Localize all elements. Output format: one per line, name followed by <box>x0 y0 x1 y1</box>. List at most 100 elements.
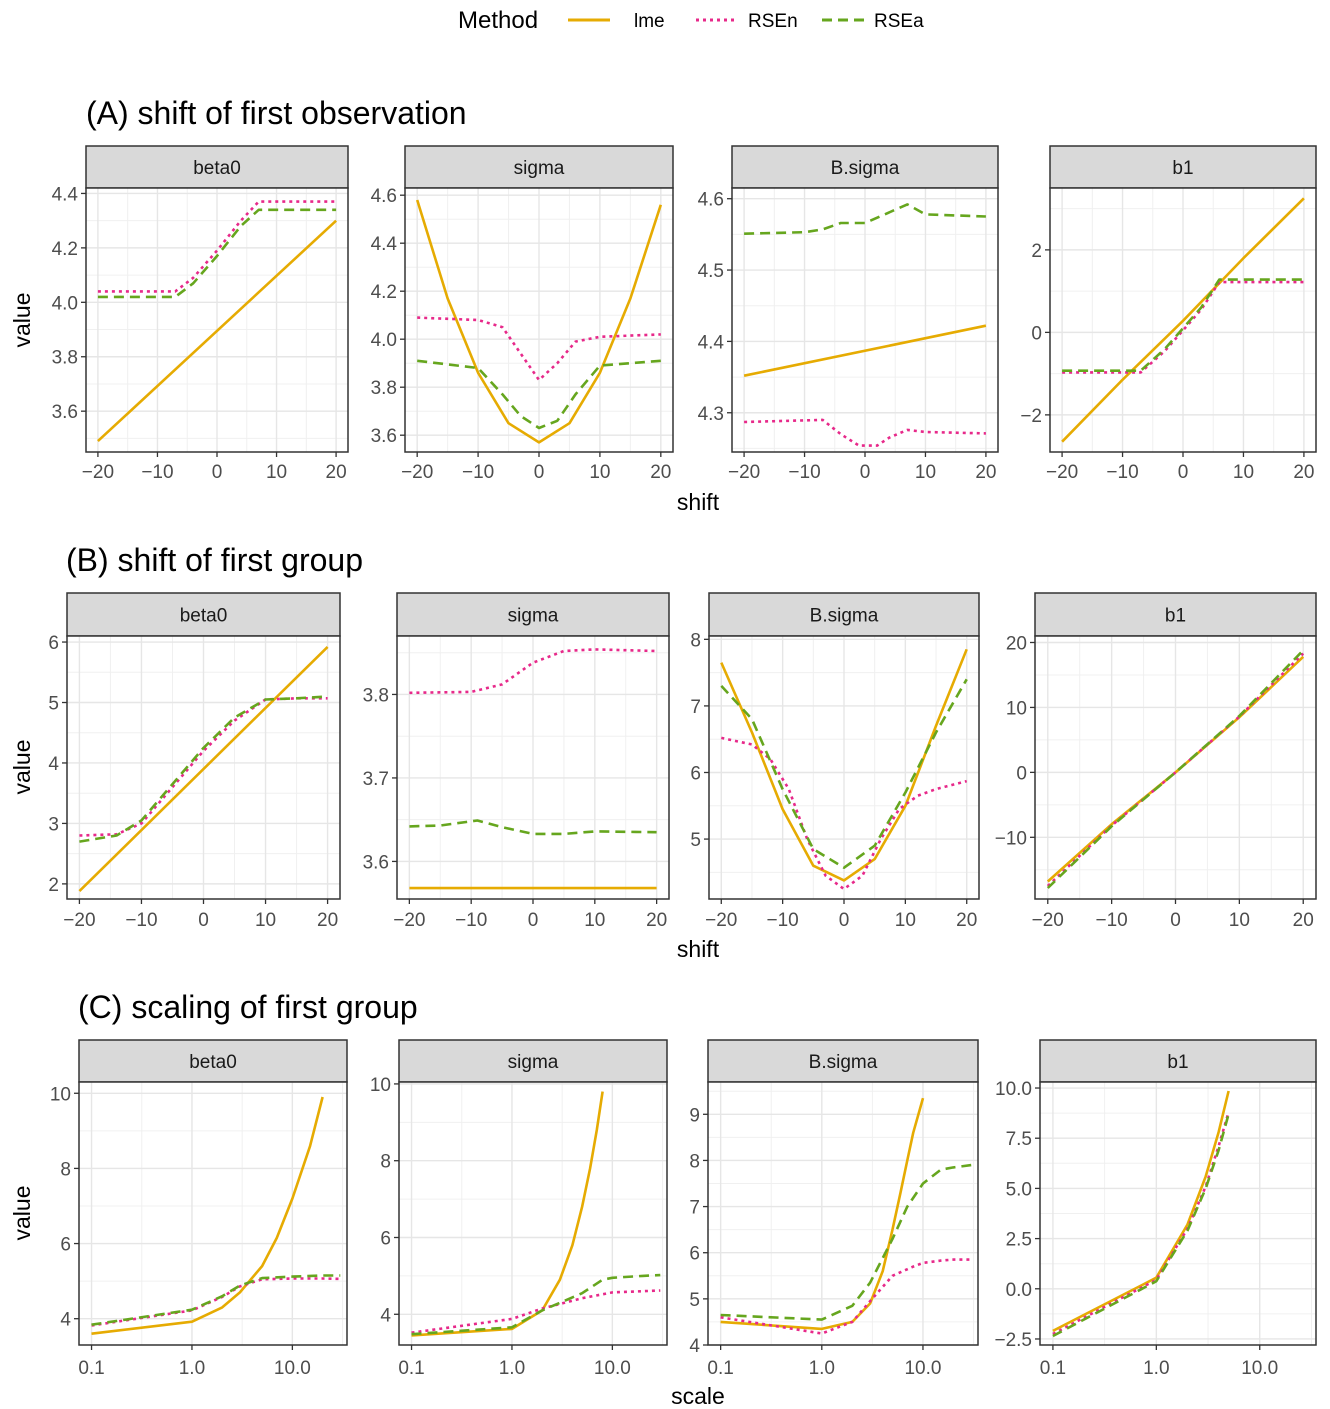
series-rsea <box>720 678 968 870</box>
y-tick-label: 3.6 <box>52 402 78 423</box>
series-rsen <box>720 1258 972 1335</box>
x-tick-label: 20 <box>650 462 671 483</box>
chart-rows: (A) shift of first observation value shift… <box>9 95 1317 1409</box>
y-tick-label: 4.2 <box>52 239 78 260</box>
series-lme <box>78 645 329 893</box>
panel-background <box>708 1082 978 1345</box>
gridlines <box>732 188 998 452</box>
y-tick-label: 10 <box>370 1075 391 1096</box>
y-axis: 3.6 3.8 4.0 4.2 4.4 4.6 <box>371 186 405 447</box>
x-tick-label: −10 <box>141 462 173 483</box>
strip-label: B.sigma <box>809 1052 878 1073</box>
y-tick-label: 3.8 <box>363 685 389 706</box>
y-axis: 4 5 6 7 8 9 <box>689 1105 708 1357</box>
x-tick-label: 0 <box>534 462 545 483</box>
x-axis-title: scale <box>671 1383 725 1409</box>
x-tick-label: 10 <box>589 462 610 483</box>
gridlines <box>79 1082 347 1345</box>
x-tick-label: −10 <box>125 910 157 931</box>
y-tick-label: 2.5 <box>1006 1230 1032 1251</box>
y-axis: 2 3 4 5 6 <box>48 633 67 896</box>
x-axis: −20 −10 0 10 20 <box>401 452 671 483</box>
series-rsea <box>97 208 337 299</box>
series-lme <box>91 1096 324 1335</box>
y-axis-title: value <box>9 740 35 795</box>
x-tick-label: −20 <box>393 910 425 931</box>
panel-border <box>1039 1081 1317 1346</box>
panel-b1: b1 −2.5 0.0 2.5 5.0 7.5 10.0 0.1 1.0 10.0 <box>994 1039 1317 1379</box>
y-tick-label: 4.6 <box>371 186 397 207</box>
panel-background <box>79 1082 347 1345</box>
series-lines <box>1061 197 1305 443</box>
x-axis: −20 −10 0 10 20 <box>705 899 977 931</box>
x-tick-label: −10 <box>462 462 494 483</box>
x-tick-label: −20 <box>1046 462 1078 483</box>
y-tick-label: −2.5 <box>994 1330 1032 1351</box>
x-tick-label: 0 <box>839 910 850 931</box>
y-tick-label: 0 <box>1031 323 1042 344</box>
panel-border <box>707 1081 979 1346</box>
y-tick-label: 4.2 <box>371 282 397 303</box>
gridlines <box>1040 1082 1316 1345</box>
x-tick-label: 10 <box>895 910 916 931</box>
y-tick-label: 4 <box>48 754 59 775</box>
x-axis-title: shift <box>677 936 720 962</box>
strip-label: B.sigma <box>831 158 900 179</box>
legend-key-rsea: RSEa <box>822 11 924 32</box>
y-tick-label: 5 <box>690 830 701 851</box>
y-tick-label: 8 <box>60 1159 71 1180</box>
y-axis: 3.6 3.8 4.0 4.2 4.4 <box>52 184 86 423</box>
series-rsea <box>1046 649 1305 889</box>
series-rsen <box>91 1277 341 1327</box>
y-tick-label: 8 <box>690 630 701 651</box>
series-rsen <box>1046 652 1305 887</box>
gridlines <box>397 636 669 899</box>
series-lines <box>1046 649 1305 889</box>
y-tick-label: 6 <box>380 1228 391 1249</box>
x-tick-label: 0.1 <box>398 1358 424 1379</box>
legend-label-rsen: RSEn <box>748 11 798 32</box>
y-tick-label: 0.0 <box>1006 1280 1032 1301</box>
y-tick-label: 10.0 <box>995 1079 1032 1100</box>
y-tick-label: 8 <box>689 1151 700 1172</box>
series-lines <box>411 1091 661 1337</box>
series-rsea <box>79 695 328 843</box>
series-lines <box>409 648 657 890</box>
x-tick-label: 10 <box>915 462 936 483</box>
y-tick-label: 0 <box>1016 763 1027 784</box>
x-tick-label: 1.0 <box>1143 1358 1169 1379</box>
x-tick-label: 0 <box>198 910 209 931</box>
y-tick-label: 4.4 <box>52 184 79 205</box>
x-axis: −20 −10 0 10 20 <box>1046 452 1314 483</box>
strip-label: beta0 <box>189 1052 237 1073</box>
panel-b-sigma: B.sigma 4.3 4.4 4.5 4.6 −20 −10 0 10 20 <box>698 145 999 483</box>
series-lme <box>1046 655 1305 883</box>
series-lme <box>415 199 663 444</box>
x-tick-label: 10.0 <box>904 1358 941 1379</box>
y-tick-label: 5 <box>689 1290 700 1311</box>
series-rsea <box>417 359 661 430</box>
legend-label-rsea: RSEa <box>874 11 924 32</box>
y-tick-label: −2 <box>1020 406 1042 427</box>
series-lines <box>415 199 663 444</box>
panel-border <box>78 1081 348 1346</box>
x-tick-label: 0.1 <box>707 1358 733 1379</box>
x-tick-label: −10 <box>455 910 487 931</box>
x-axis: −20 −10 0 10 20 <box>82 452 347 483</box>
x-tick-label: −20 <box>82 462 114 483</box>
x-axis-title: shift <box>677 489 720 515</box>
y-tick-label: 4.6 <box>698 190 724 211</box>
y-axis-title: value <box>9 1186 35 1241</box>
y-tick-label: 4 <box>689 1336 700 1357</box>
x-tick-label: −20 <box>63 910 95 931</box>
y-tick-label: 6 <box>689 1244 700 1265</box>
legend-key-lme: lme <box>568 11 665 32</box>
strip-box <box>404 145 674 189</box>
y-tick-label: 5 <box>48 694 59 715</box>
strip-box <box>1049 145 1317 189</box>
y-axis: 4.3 4.4 4.5 4.6 <box>698 190 732 425</box>
x-tick-label: 20 <box>1293 462 1314 483</box>
series-rsen <box>1062 280 1304 374</box>
y-axis: −2.5 0.0 2.5 5.0 7.5 10.0 <box>994 1079 1040 1351</box>
gridlines <box>399 1082 667 1345</box>
